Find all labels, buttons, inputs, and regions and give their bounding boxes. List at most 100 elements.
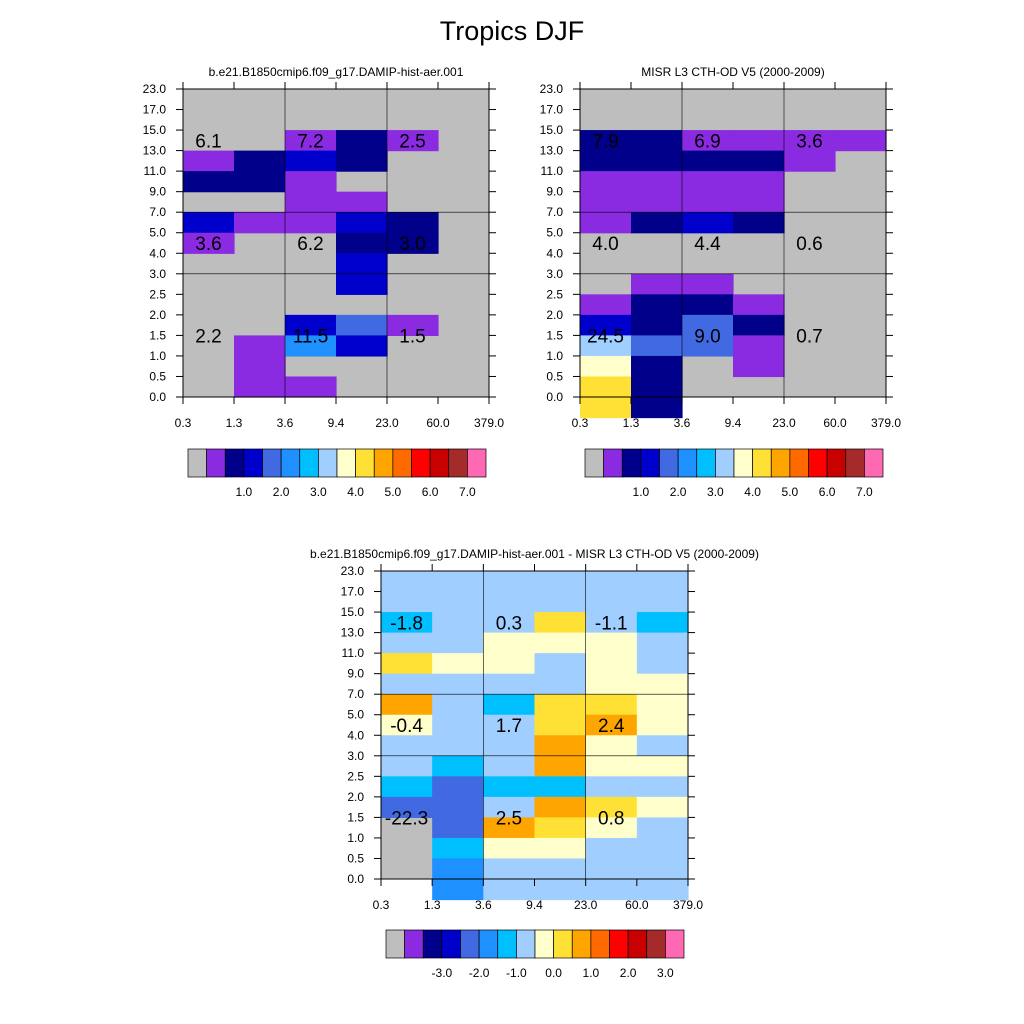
- x-tick-label: 379.0: [871, 416, 901, 430]
- heatmap-cell: [733, 150, 785, 172]
- cell-annotation: 2.4: [598, 716, 625, 737]
- heatmap-cell: [636, 858, 689, 880]
- heatmap-cell: [381, 694, 433, 716]
- heatmap-cell: [580, 376, 632, 398]
- heatmap-cell: [580, 335, 632, 357]
- colorbar: 1.0 2.0 3.0 4.0 5.0 6.0 7.0: [187, 448, 487, 499]
- colorbar-box: [677, 448, 698, 478]
- heatmap-cell: [585, 632, 638, 654]
- heatmap-cell: [585, 694, 638, 716]
- y-tick-label: 1.5: [347, 810, 364, 824]
- heatmap-cell: [336, 273, 388, 295]
- x-tick-label: 60.0: [823, 416, 847, 430]
- colorbar-box: [355, 448, 375, 478]
- heatmap-cell: [585, 796, 638, 818]
- cell-annotation: 6.9: [694, 131, 720, 152]
- heatmap-cell: [636, 673, 689, 695]
- y-tick-label: 1.5: [149, 328, 166, 342]
- heatmap-cell: [483, 694, 536, 716]
- heatmap-cell: [585, 612, 638, 634]
- x-tick-label: 3.6: [277, 416, 294, 430]
- heatmap-cell: [381, 714, 433, 736]
- heatmap-cell: [733, 314, 785, 336]
- cell-annotation: 7.2: [297, 131, 323, 152]
- heatmap-cell: [234, 376, 286, 398]
- heatmap-cell: [483, 817, 536, 839]
- heatmap-cell: [387, 232, 439, 254]
- heatmap-cell: [534, 796, 587, 818]
- cell-annotation: 6.2: [297, 234, 323, 255]
- colorbar-box: [404, 929, 424, 959]
- x-tick-label: 9.4: [725, 416, 742, 430]
- cell-annotation: 3.6: [195, 234, 221, 255]
- y-tick-label: 3.0: [149, 267, 166, 281]
- heatmap-cell: [432, 694, 484, 716]
- colorbar-box: [627, 929, 648, 959]
- heatmap-cell: [483, 879, 536, 901]
- heatmap-cell: [636, 632, 689, 654]
- heatmap-cell: [336, 191, 388, 213]
- heatmap-cell: [432, 632, 484, 654]
- cell-annotation: -1.8: [390, 613, 423, 634]
- y-tick-label: 17.0: [540, 103, 564, 117]
- heatmap-cell: [636, 591, 689, 613]
- heatmap-cell: [631, 335, 683, 357]
- heatmap-cell: [381, 653, 433, 675]
- heatmap-cell: [336, 130, 388, 152]
- heatmap-cell: [585, 714, 638, 736]
- heatmap-cell: [534, 632, 587, 654]
- colorbar-label: 2.0: [670, 485, 687, 499]
- x-tick-label: 23.0: [772, 416, 796, 430]
- heatmap-cell: [534, 591, 587, 613]
- heatmap-cell: [483, 653, 536, 675]
- colorbar-label: -3.0: [432, 966, 453, 980]
- y-tick-label: 11.0: [541, 164, 564, 178]
- heatmap-cell: [534, 735, 587, 757]
- cell-annotation: 9.0: [694, 326, 720, 347]
- y-tick-label: 2.0: [149, 308, 166, 322]
- y-tick-label: 11.0: [144, 164, 167, 178]
- colorbar-missing-box: [584, 448, 604, 478]
- heatmap-cell: [585, 776, 638, 798]
- x-tick-label: 379.0: [673, 898, 703, 912]
- colorbar-box: [262, 448, 282, 478]
- heatmap-cell: [483, 796, 536, 818]
- heatmap-cell: [580, 191, 632, 213]
- colorbar-box: [733, 448, 753, 478]
- heatmap-cell: [432, 714, 484, 736]
- heatmap-cell: [432, 776, 484, 798]
- y-tick-label: 15.0: [540, 123, 564, 137]
- heatmap-cell: [285, 314, 337, 336]
- heatmap-cell: [381, 755, 433, 777]
- heatmap-cell: [534, 653, 587, 675]
- colorbar: -3.0 -2.0 -1.0 0.0 1.0 2.0 3.0: [385, 929, 685, 980]
- heatmap-cell: [631, 130, 683, 152]
- colorbar-box: [770, 448, 791, 478]
- page-title: Tropics DJF: [439, 16, 585, 46]
- y-tick-label: 23.0: [341, 564, 365, 578]
- colorbar-box: [571, 929, 592, 959]
- heatmap-cell: [580, 314, 632, 336]
- heatmap-cell: [636, 776, 689, 798]
- heatmap-cell: [631, 212, 683, 234]
- heatmap-cell: [381, 591, 433, 613]
- y-tick-label: 4.0: [546, 246, 563, 260]
- y-tick-label: 13.0: [540, 144, 564, 158]
- colorbar-box: [864, 448, 884, 478]
- cell-annotation: 2.2: [195, 326, 221, 347]
- heatmap-cell: [336, 150, 388, 172]
- y-tick-label: 23.0: [143, 82, 167, 96]
- heatmap-cell: [432, 755, 484, 777]
- heatmap-cell: [585, 879, 638, 901]
- colorbar: 1.0 2.0 3.0 4.0 5.0 6.0 7.0: [584, 448, 884, 499]
- colorbar-box: [373, 448, 394, 478]
- heatmap-cell: [585, 735, 638, 757]
- heatmap-cell: [682, 191, 734, 213]
- y-tick-label: 3.0: [546, 267, 563, 281]
- heatmap-cell: [636, 755, 689, 777]
- colorbar-box: [411, 448, 431, 478]
- x-tick-label: 60.0: [426, 416, 450, 430]
- heatmap-cell: [580, 130, 632, 152]
- colorbar-label: -2.0: [469, 966, 490, 980]
- heatmap-cell: [534, 837, 587, 860]
